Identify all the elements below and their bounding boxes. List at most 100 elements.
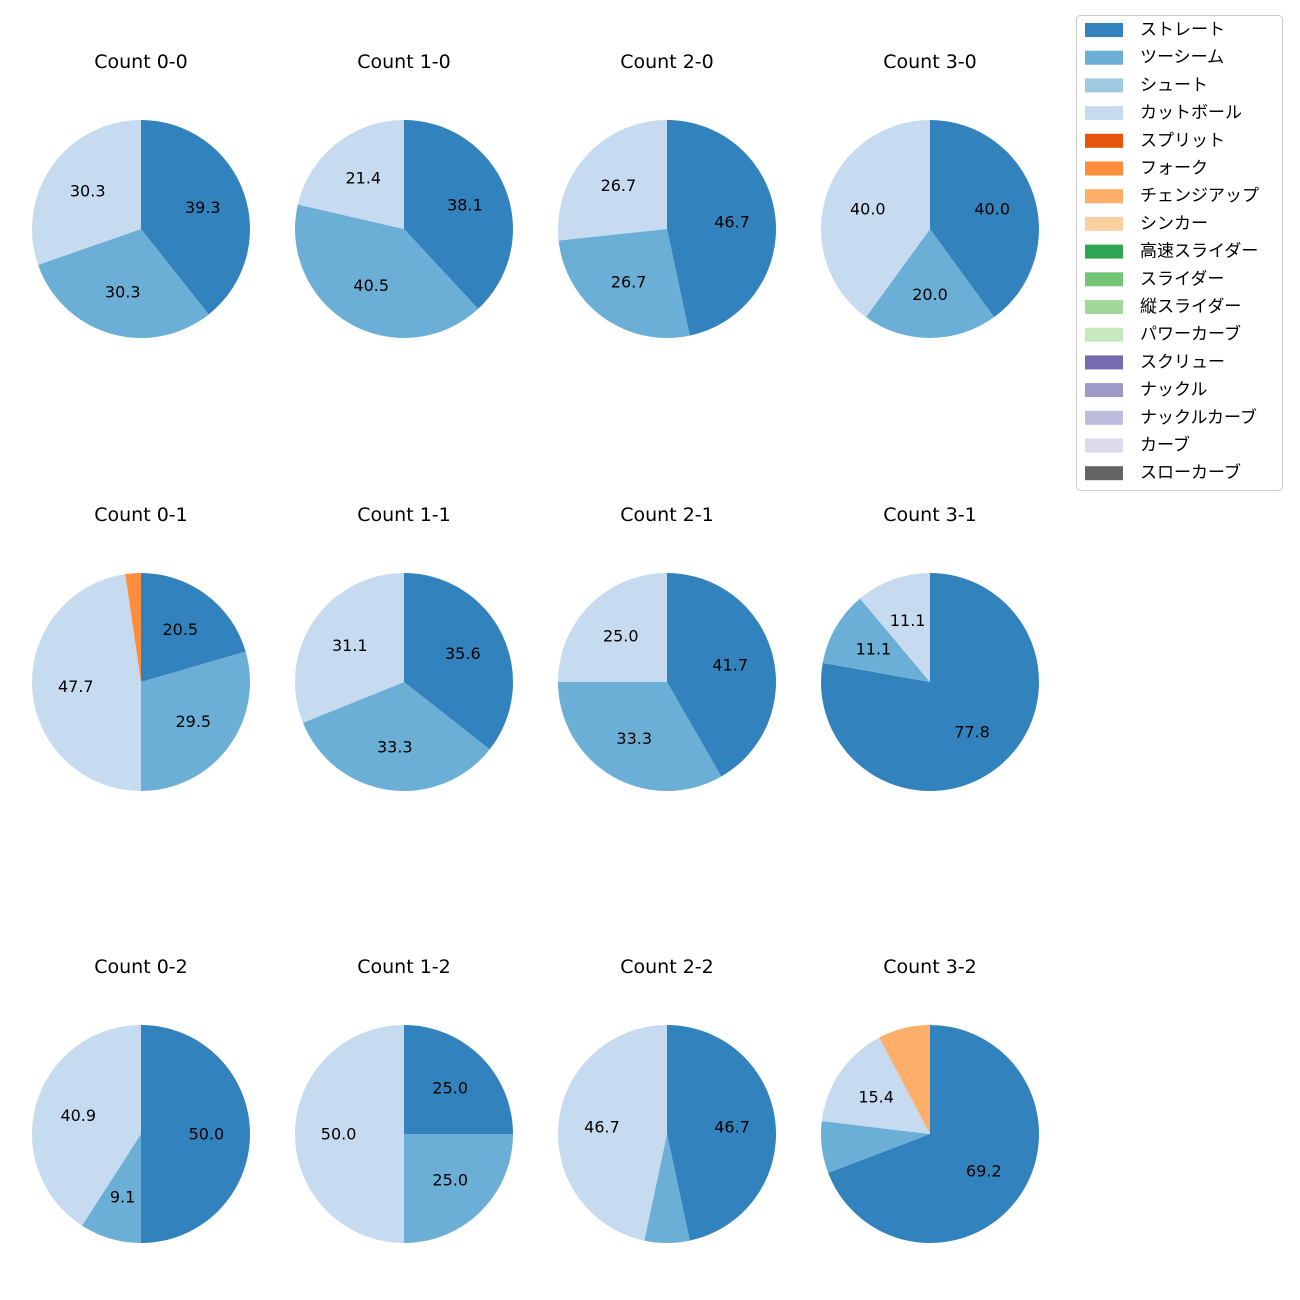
legend-swatch xyxy=(1085,355,1123,370)
pie-slice xyxy=(859,573,930,682)
pie-title: Count 1-2 xyxy=(357,956,451,978)
legend-item: フォーク xyxy=(1085,159,1208,179)
slice-label: 40.0 xyxy=(974,199,1010,218)
legend-swatch xyxy=(1085,466,1123,481)
legend-label: ナックルカーブ xyxy=(1140,407,1257,428)
pie-title: Count 0-2 xyxy=(94,956,188,978)
slice-label: 20.0 xyxy=(912,285,948,304)
pie-slice xyxy=(558,229,690,339)
legend-label: 縦スライダー xyxy=(1140,297,1241,317)
legend-label: ストレート xyxy=(1140,20,1225,40)
pie-title: Count 2-1 xyxy=(620,504,714,526)
pie-title: Count 0-0 xyxy=(94,51,188,73)
legend-swatch xyxy=(1085,272,1123,287)
slice-label: 26.7 xyxy=(611,272,647,291)
legend-swatch xyxy=(1085,161,1123,176)
pie-title: Count 3-0 xyxy=(883,51,977,73)
pie-slice xyxy=(821,120,930,318)
pie-slice xyxy=(125,573,141,682)
pie-slice xyxy=(667,573,776,777)
slice-label: 29.5 xyxy=(175,712,211,731)
legend-item: スプリット xyxy=(1085,131,1225,151)
legend-swatch xyxy=(1085,23,1123,37)
pie-title: Count 2-2 xyxy=(620,956,714,978)
pie-slice xyxy=(558,573,667,682)
slice-label: 33.3 xyxy=(377,737,413,756)
legend-label: シンカー xyxy=(1140,214,1208,234)
slice-label: 50.0 xyxy=(189,1125,225,1144)
legend-swatch xyxy=(1085,78,1123,93)
pie-panel: Count 2-0 46.7 26.7 26.7 xyxy=(557,51,777,339)
slice-label: 20.5 xyxy=(162,620,198,639)
pie-title: Count 2-0 xyxy=(620,51,714,73)
legend-label: カットボール xyxy=(1140,103,1242,123)
pie-slice xyxy=(821,1037,930,1134)
legend-swatch xyxy=(1085,410,1123,425)
slice-label: 39.3 xyxy=(185,198,221,217)
legend-label: スライダー xyxy=(1140,269,1224,289)
slice-label: 69.2 xyxy=(966,1162,1002,1181)
pie-title: Count 1-0 xyxy=(357,51,451,73)
legend-item: 縦スライダー xyxy=(1085,297,1241,317)
pie-slice xyxy=(822,598,930,682)
slice-label: 25.0 xyxy=(432,1171,468,1190)
pie-slice xyxy=(828,1025,1040,1243)
legend-item: ナックルカーブ xyxy=(1085,407,1257,428)
legend-item: シュート xyxy=(1085,75,1208,95)
pie-slice xyxy=(38,229,209,338)
legend-item: カットボール xyxy=(1085,103,1242,123)
slice-label: 15.4 xyxy=(858,1087,894,1106)
legend-label: スクリュー xyxy=(1140,352,1225,372)
pie-slice xyxy=(141,573,246,682)
pie-panel: Count 1-2 25.0 25.0 50.0 xyxy=(295,956,513,1243)
pie-panel: Count 2-1 41.7 33.3 25.0 xyxy=(558,504,776,791)
slice-label: 41.7 xyxy=(712,656,748,675)
legend-label: スローカーブ xyxy=(1140,462,1241,483)
pie-slice xyxy=(297,120,404,229)
pie-title: Count 3-1 xyxy=(883,504,977,526)
legend-swatch xyxy=(1085,383,1123,398)
slice-label: 30.3 xyxy=(105,282,141,301)
pie-slice xyxy=(141,120,250,315)
legend-swatch xyxy=(1085,244,1123,259)
pie-slice xyxy=(821,1121,930,1173)
pie-slice xyxy=(404,120,513,309)
slice-label: 11.1 xyxy=(856,640,892,659)
pie-slice xyxy=(32,1025,141,1226)
legend-frame xyxy=(1076,15,1283,491)
legend-item: スクリュー xyxy=(1085,352,1225,372)
legend-item: チェンジアップ xyxy=(1085,186,1259,206)
pie-slice xyxy=(879,1025,930,1134)
slice-label: 30.3 xyxy=(70,182,106,201)
slice-label: 46.7 xyxy=(714,1118,750,1137)
legend-item: スローカーブ xyxy=(1085,462,1241,483)
pie-slice xyxy=(557,1025,667,1241)
legend-item: パワーカーブ xyxy=(1085,324,1241,345)
pie-title: Count 1-1 xyxy=(357,504,451,526)
pie-title: Count 3-2 xyxy=(883,956,977,978)
legend-swatch xyxy=(1085,300,1123,314)
legend-item: 高速スライダー xyxy=(1085,242,1258,262)
legend-swatch xyxy=(1085,189,1123,204)
pie-slice xyxy=(557,120,667,241)
slice-label: 38.1 xyxy=(447,196,483,215)
pie-slice xyxy=(644,1134,690,1244)
slice-label: 50.0 xyxy=(321,1125,357,1144)
pie-panel: Count 0-0 39.3 30.3 30.3 xyxy=(32,51,250,338)
legend-swatch xyxy=(1085,438,1123,453)
pie-slice xyxy=(404,573,514,750)
slice-label: 77.8 xyxy=(954,723,990,742)
legend-swatch xyxy=(1085,133,1123,148)
legend-label: チェンジアップ xyxy=(1140,186,1259,206)
slice-label: 21.4 xyxy=(345,168,381,187)
legend-swatch xyxy=(1085,50,1123,65)
legend-label: ツーシーム xyxy=(1140,48,1224,68)
pie-slice xyxy=(404,1025,513,1134)
slice-label: 9.1 xyxy=(110,1187,135,1206)
pie-slice xyxy=(295,204,479,338)
legend-item: スライダー xyxy=(1085,269,1224,289)
pie-slice xyxy=(667,1025,777,1241)
slice-label: 35.6 xyxy=(445,644,481,663)
pie-slice xyxy=(820,573,1039,791)
